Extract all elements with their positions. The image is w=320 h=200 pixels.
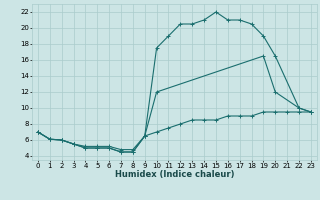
X-axis label: Humidex (Indice chaleur): Humidex (Indice chaleur) [115,170,234,179]
